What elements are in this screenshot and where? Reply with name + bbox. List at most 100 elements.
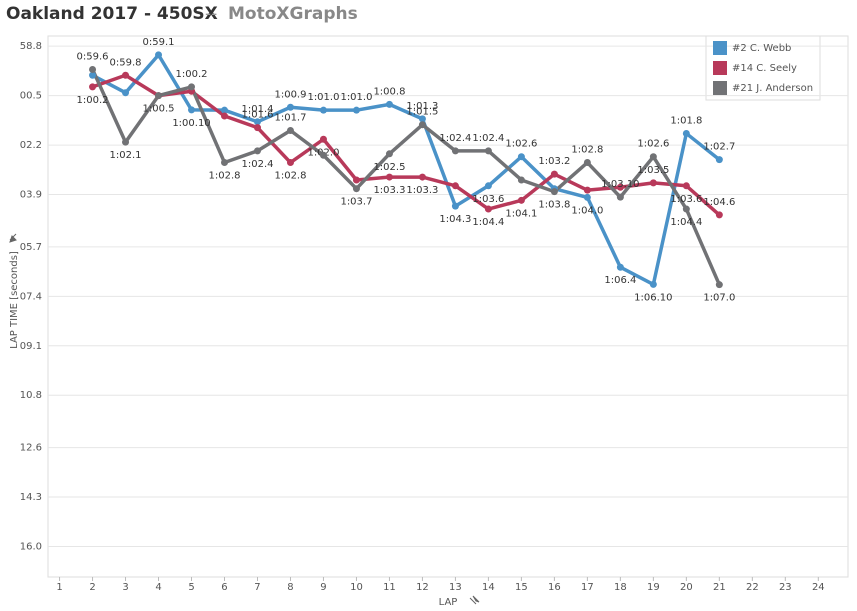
x-tick-label: 6 <box>221 582 227 593</box>
data-label: 1:00.5 <box>143 104 175 115</box>
data-point <box>220 159 228 167</box>
data-point <box>418 115 426 123</box>
data-label: 1:07.0 <box>703 293 735 304</box>
data-label: 1:02.5 <box>373 162 405 173</box>
data-point <box>616 183 624 191</box>
data-label: 1:03.6 <box>670 194 702 205</box>
data-label: 1:04.6 <box>703 197 735 208</box>
x-tick-label: 14 <box>482 582 495 593</box>
data-point <box>484 205 492 213</box>
data-label: 0:59.8 <box>110 57 142 68</box>
data-label: 1:04.4 <box>472 217 504 228</box>
data-point <box>385 150 393 158</box>
chart-subtitle: MotoXGraphs <box>228 4 358 24</box>
data-point <box>220 112 228 120</box>
x-tick-label: 15 <box>515 582 528 593</box>
data-point <box>286 127 294 135</box>
data-label: 1:01.5 <box>406 107 438 118</box>
data-point <box>715 156 723 164</box>
data-label: 1:03.6 <box>472 194 504 205</box>
data-label: 1:03.3 <box>406 185 438 196</box>
data-point <box>616 193 624 201</box>
data-label: 1:02.7 <box>703 142 735 153</box>
data-point <box>286 103 294 111</box>
x-tick-label: 20 <box>680 582 693 593</box>
x-axis-label: LAP <box>439 597 458 608</box>
y-tick-label: 03.9 <box>20 190 42 201</box>
x-tick-label: 24 <box>812 582 825 593</box>
data-point <box>583 186 591 194</box>
y-axis-label: LAP TIME [seconds] <box>9 251 20 349</box>
data-point <box>616 263 624 271</box>
data-point <box>385 173 393 181</box>
x-tick-label: 22 <box>746 582 759 593</box>
x-tick-label: 3 <box>122 582 128 593</box>
data-point <box>319 151 327 159</box>
data-label: 1:02.4 <box>439 133 471 144</box>
data-label: 1:06.10 <box>634 292 672 303</box>
x-tick-label: 8 <box>287 582 293 593</box>
data-label: 1:00.9 <box>274 89 306 100</box>
data-point <box>352 176 360 184</box>
data-point <box>352 106 360 114</box>
y-tick-label: 10.8 <box>20 390 42 401</box>
x-tick-label: 5 <box>188 582 194 593</box>
data-label: 1:03.8 <box>538 200 570 211</box>
data-point <box>155 51 163 59</box>
legend-label: #14 C. Seely <box>732 63 797 74</box>
data-label: 0:59.1 <box>143 37 175 48</box>
legend-label: #2 C. Webb <box>732 43 791 54</box>
data-point <box>188 83 196 91</box>
data-point <box>89 83 97 91</box>
data-point <box>319 135 327 143</box>
data-point <box>715 211 723 219</box>
x-tick-label: 18 <box>614 582 627 593</box>
pin-icon <box>469 595 480 605</box>
data-point <box>517 153 525 161</box>
data-label: 1:02.1 <box>110 150 142 161</box>
data-label: 1:03.10 <box>601 179 639 190</box>
x-tick-label: 16 <box>548 582 561 593</box>
y-tick-label: 05.7 <box>20 242 42 253</box>
data-label: 1:02.8 <box>571 145 603 156</box>
data-label: 1:00.2 <box>77 95 109 106</box>
y-tick-label: 07.4 <box>20 291 42 302</box>
pin-icon <box>9 233 17 243</box>
y-tick-label: 14.3 <box>20 492 42 503</box>
data-label: 1:04.0 <box>571 205 603 216</box>
y-tick-label: 12.6 <box>20 443 42 454</box>
legend-swatch <box>713 61 727 75</box>
data-label: 0:59.6 <box>77 51 109 62</box>
data-label: 1:01.4 <box>241 104 273 115</box>
data-point <box>122 138 130 146</box>
data-label: 1:04.1 <box>505 208 537 219</box>
series-line <box>90 68 721 286</box>
x-tick-label: 11 <box>383 582 396 593</box>
data-point <box>451 182 459 190</box>
legend-swatch <box>713 81 727 95</box>
data-label: 1:01.3 <box>406 101 438 112</box>
data-point <box>583 159 591 167</box>
y-tick-label: 00.5 <box>20 91 42 102</box>
data-point <box>649 153 657 161</box>
data-label: 1:04.4 <box>670 217 702 228</box>
legend-swatch <box>713 41 727 55</box>
x-tick-label: 13 <box>449 582 462 593</box>
data-point <box>682 182 690 190</box>
chart-title: Oakland 2017 - 450SX <box>6 4 218 24</box>
data-point <box>319 106 327 114</box>
data-label: 1:03.7 <box>340 197 372 208</box>
x-tick-label: 1 <box>56 582 62 593</box>
data-point <box>253 118 261 126</box>
data-point <box>89 71 97 79</box>
plot-area <box>47 35 849 578</box>
data-point <box>715 281 723 289</box>
data-point <box>418 121 426 129</box>
data-point <box>188 106 196 114</box>
data-point <box>550 188 558 196</box>
x-tick-label: 7 <box>254 582 260 593</box>
data-point <box>649 179 657 187</box>
data-label: 1:03.5 <box>637 165 669 176</box>
data-label: 1:01.6 <box>241 110 273 121</box>
